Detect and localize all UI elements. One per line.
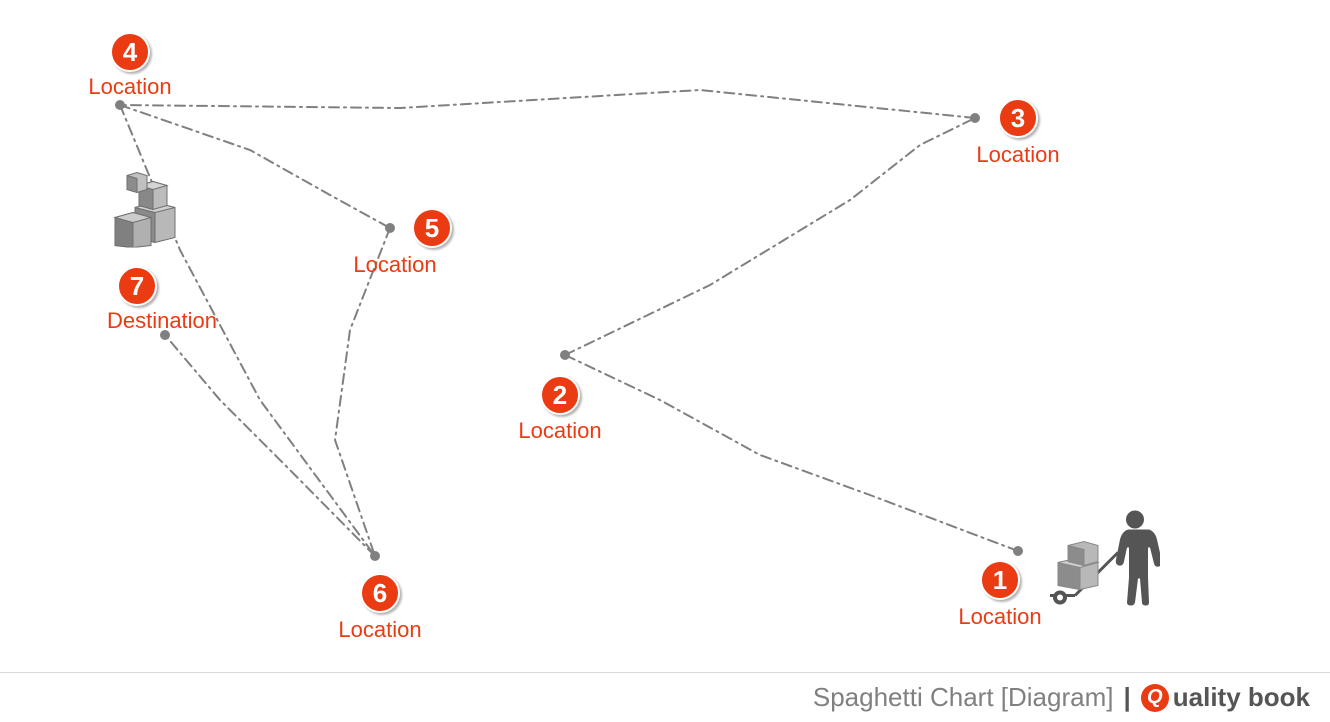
node-label-n6: Location bbox=[338, 617, 421, 643]
edge-n3-n4 bbox=[120, 90, 975, 118]
node-point-n1 bbox=[1013, 546, 1023, 556]
brand-logo-icon: Q bbox=[1141, 684, 1169, 712]
node-badge-n6: 6 bbox=[360, 573, 400, 613]
node-badge-n3: 3 bbox=[998, 98, 1038, 138]
node-badge-n4: 4 bbox=[110, 32, 150, 72]
node-point-n5 bbox=[385, 223, 395, 233]
path-layer bbox=[0, 0, 1330, 722]
footer: Spaghetti Chart [Diagram] | Q uality boo… bbox=[0, 672, 1330, 722]
node-badge-n7: 7 bbox=[117, 266, 157, 306]
node-label-n7: Destination bbox=[107, 308, 217, 334]
node-label-n1: Location bbox=[958, 604, 1041, 630]
node-badge-n5: 5 bbox=[412, 208, 452, 248]
node-label-n4: Location bbox=[88, 74, 171, 100]
edge-n6-n7 bbox=[165, 335, 375, 556]
footer-title: Spaghetti Chart [Diagram] bbox=[813, 682, 1114, 713]
node-point-n3 bbox=[970, 113, 980, 123]
edge-n2-n3 bbox=[565, 118, 975, 355]
footer-separator: | bbox=[1123, 682, 1130, 713]
node-label-n5: Location bbox=[353, 252, 436, 278]
node-label-n3: Location bbox=[976, 142, 1059, 168]
brand-text: uality book bbox=[1173, 682, 1310, 713]
spaghetti-diagram: Spaghetti Chart [Diagram] | Q uality boo… bbox=[0, 0, 1330, 722]
edge-n1-n2 bbox=[565, 355, 1018, 551]
worker-icon bbox=[1040, 508, 1160, 613]
node-badge-n1: 1 bbox=[980, 560, 1020, 600]
node-point-n4 bbox=[115, 100, 125, 110]
node-point-n2 bbox=[560, 350, 570, 360]
brand: Q uality book bbox=[1141, 682, 1310, 713]
node-badge-n2: 2 bbox=[540, 375, 580, 415]
node-point-n6 bbox=[370, 551, 380, 561]
boxes-icon bbox=[105, 168, 195, 253]
node-label-n2: Location bbox=[518, 418, 601, 444]
